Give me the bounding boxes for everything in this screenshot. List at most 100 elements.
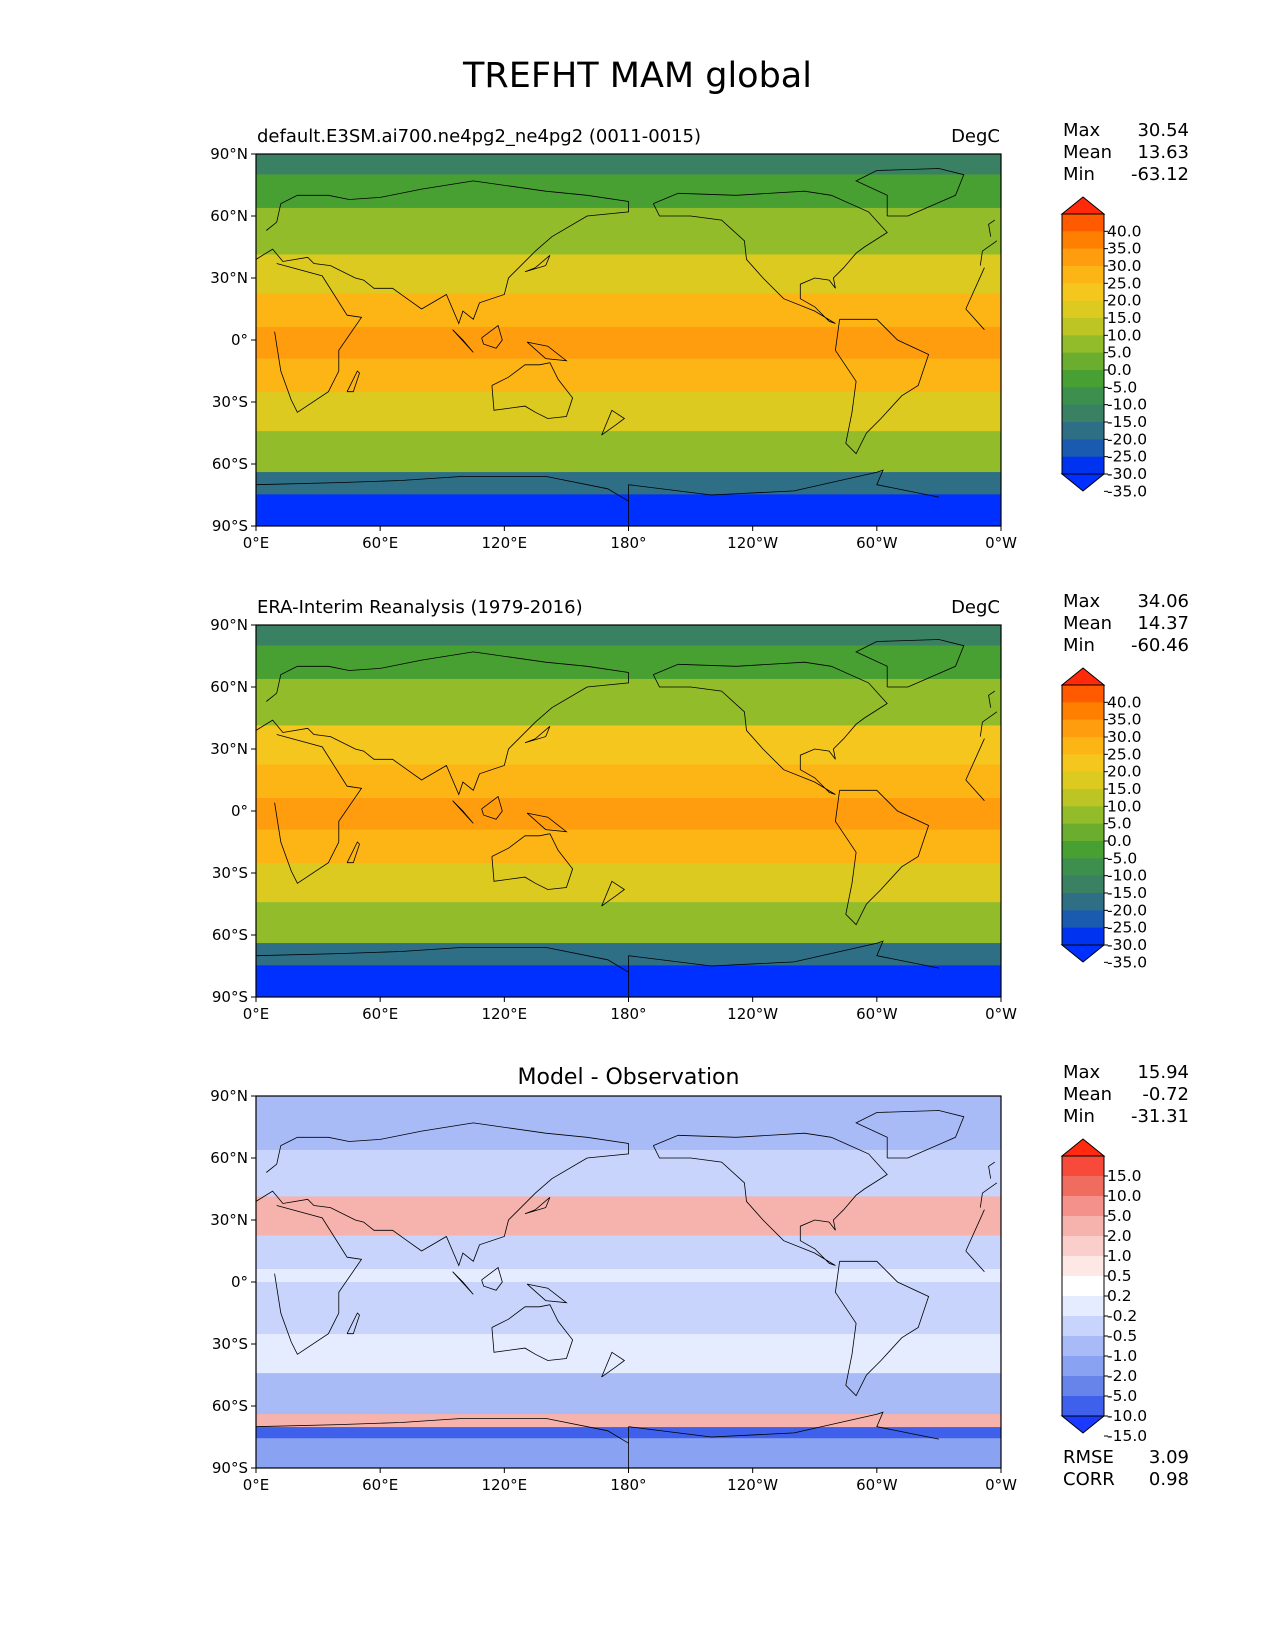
lat-tick-label: 90°S xyxy=(212,1459,248,1477)
colorbar-tick-label: -15.0 xyxy=(1107,1427,1147,1445)
colorbar-box xyxy=(1062,214,1104,232)
colorbar-box xyxy=(1062,1276,1104,1297)
coastline xyxy=(652,1132,888,1266)
colorbar-box xyxy=(1062,1396,1104,1417)
panel-title: default.E3SM.ai700.ne4pg2_ne4pg2 (0011-0… xyxy=(257,126,701,147)
coastline xyxy=(481,1266,503,1291)
panel-title: Model - Observation xyxy=(518,1065,740,1090)
coastline xyxy=(452,800,474,824)
panel-difference: Model - Observation 90°N 60°N 30°N 0° 30°S 60°… xyxy=(210,1062,1189,1494)
stat-label: Max xyxy=(1063,591,1101,612)
map-band xyxy=(256,625,1001,647)
coastline xyxy=(346,1312,360,1335)
map-band xyxy=(256,1268,1001,1283)
colorbar-box xyxy=(1062,893,1104,911)
coastline xyxy=(491,833,574,890)
lat-tick-label: 30°N xyxy=(210,1211,248,1229)
colorbar-extend-bottom xyxy=(1060,1415,1106,1434)
map-band xyxy=(256,811,1001,831)
coastline xyxy=(256,180,998,325)
colorbar-tick-label: -15.0 xyxy=(1107,413,1147,431)
lat-tick-label: 60°N xyxy=(210,678,248,696)
coastline xyxy=(855,639,965,688)
colorbar-tick-label: 25.0 xyxy=(1107,745,1142,763)
coastline xyxy=(452,329,474,353)
colorbar: 15.0 10.0 5.0 2.0 1.0 0.5 0.2 -0.2 -0.5 -1.0 -2.0 -… xyxy=(1060,1138,1147,1445)
colorbar-tick-label: 20.0 xyxy=(1107,763,1142,781)
coastline xyxy=(834,1260,930,1397)
colorbar-tick-label: -10.0 xyxy=(1107,867,1147,885)
colorbar-box xyxy=(1062,352,1104,371)
stat-label: Mean xyxy=(1063,613,1112,634)
colorbar-box xyxy=(1062,771,1104,790)
colorbar-tick-label: -0.2 xyxy=(1107,1307,1137,1325)
coastline xyxy=(256,1411,939,1468)
lat-tick-label: 60°S xyxy=(212,926,248,944)
stat-value: -0.72 xyxy=(1142,1084,1189,1105)
coastline xyxy=(274,734,985,884)
stat-value: 13.63 xyxy=(1137,142,1189,163)
lat-tick-label: 30°S xyxy=(212,393,248,411)
colorbar-box xyxy=(1062,1256,1104,1277)
coastlines xyxy=(256,168,998,526)
stat-value: -60.46 xyxy=(1131,635,1189,656)
coastline xyxy=(274,263,985,413)
colorbar-tick-label: 0.0 xyxy=(1107,832,1132,850)
colorbar-box xyxy=(1062,823,1104,842)
panel-units: DegC xyxy=(951,126,1000,147)
lon-tick-label: 180° xyxy=(610,534,646,552)
coastline xyxy=(452,1271,474,1295)
colorbar-box xyxy=(1062,1196,1104,1217)
stat-label: Mean xyxy=(1063,1084,1112,1105)
colorbar-box xyxy=(1062,422,1104,440)
metric-label: RMSE xyxy=(1063,1447,1114,1468)
colorbar-tick-label: -25.0 xyxy=(1107,448,1147,466)
lon-tick-label: 120°E xyxy=(482,1005,528,1023)
lat-tick-label: 60°N xyxy=(210,207,248,225)
map-field xyxy=(256,154,1001,526)
colorbar-tick-label: -0.5 xyxy=(1107,1327,1137,1345)
colorbar-box xyxy=(1062,1356,1104,1377)
colorbar-box xyxy=(1062,283,1104,302)
colorbar-box xyxy=(1062,266,1104,284)
colorbar: 40.035.030.025.020.015.010.05.00.0-5.0-1… xyxy=(1060,667,1147,971)
colorbar-box xyxy=(1062,335,1104,354)
colorbar-tick-label: 5.0 xyxy=(1107,1207,1132,1225)
coastline xyxy=(346,841,360,864)
colorbar-tick-label: 25.0 xyxy=(1107,274,1142,292)
metric-value: 0.98 xyxy=(1149,1469,1189,1490)
lon-tick-label: 60°E xyxy=(362,534,398,552)
colorbar-box xyxy=(1062,1216,1104,1237)
lon-tick-label: 60°W xyxy=(856,534,898,552)
panel-observation: ERA-Interim Reanalysis (1979-2016) DegC 90… xyxy=(210,591,1189,1023)
coastlines xyxy=(256,639,998,997)
colorbar-box xyxy=(1062,875,1104,894)
lat-tick-label: 90°N xyxy=(210,1087,248,1105)
colorbar-tick-label: 0.0 xyxy=(1107,361,1132,379)
coastline xyxy=(855,1110,965,1159)
colorbar-tick-label: -10.0 xyxy=(1107,1407,1147,1425)
colorbar-box xyxy=(1062,318,1104,336)
coastline xyxy=(601,1351,626,1378)
lat-tick-label: 30°S xyxy=(212,864,248,882)
coastline xyxy=(855,168,965,217)
coastline xyxy=(601,880,626,907)
colorbar-box xyxy=(1062,806,1104,825)
map-band xyxy=(256,1282,1001,1302)
map-band xyxy=(256,293,1001,328)
coastline xyxy=(526,341,568,362)
lon-tick-label: 0°E xyxy=(243,1476,270,1494)
coastline xyxy=(346,370,360,393)
colorbar-box xyxy=(1062,1156,1104,1177)
map-band xyxy=(256,797,1001,812)
coastline xyxy=(524,254,551,273)
map-band xyxy=(256,863,1001,903)
coastline xyxy=(256,469,939,526)
colorbar: 40.035.030.025.020.015.010.05.00.0-5.0-1… xyxy=(1060,196,1147,500)
colorbar-tick-label: 2.0 xyxy=(1107,1227,1132,1245)
stat-value: 14.37 xyxy=(1137,613,1189,634)
colorbar-box xyxy=(1062,737,1104,755)
map-band xyxy=(256,1096,1001,1118)
coastline xyxy=(834,789,930,926)
